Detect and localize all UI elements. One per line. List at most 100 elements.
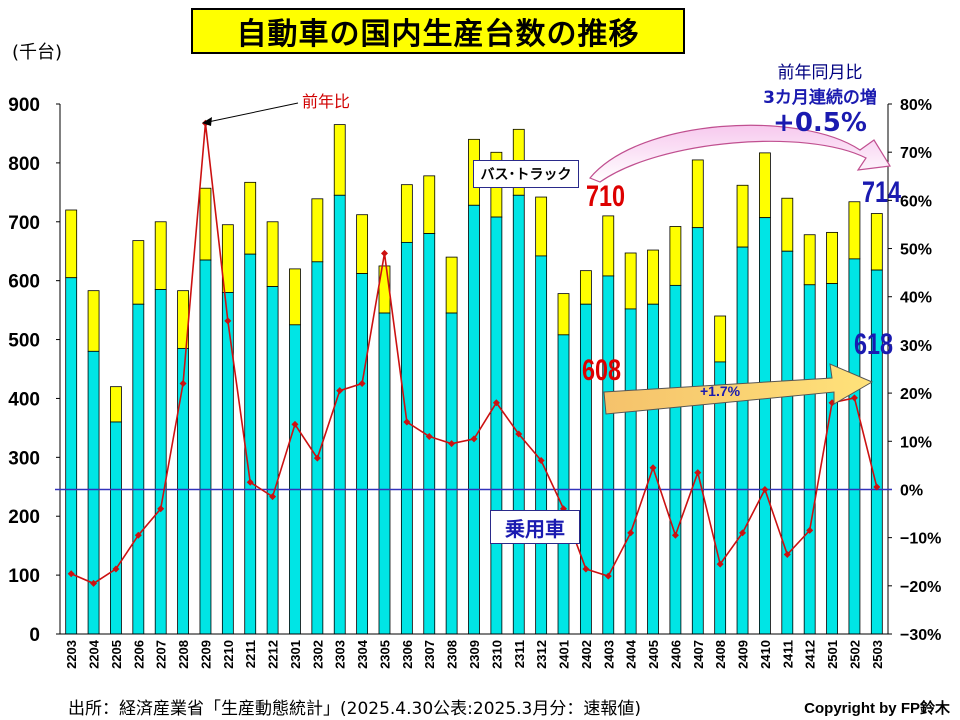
x-tick-label: 2402 bbox=[579, 640, 594, 669]
bus-truck-bar bbox=[154, 221, 167, 290]
right-tick-label: 70% bbox=[900, 145, 932, 162]
bus-truck-bar bbox=[311, 198, 324, 263]
yoy-point bbox=[67, 570, 75, 578]
x-tick-label: 2210 bbox=[221, 640, 236, 669]
passenger-bar bbox=[65, 277, 78, 635]
yoy-point bbox=[470, 435, 478, 443]
bus-truck-bar bbox=[333, 124, 346, 196]
yoy-point bbox=[515, 430, 523, 438]
yoy-point bbox=[90, 579, 98, 587]
x-tick-label: 2302 bbox=[310, 640, 325, 669]
bus-truck-bar bbox=[647, 249, 659, 305]
bus-truck-bar bbox=[759, 152, 771, 219]
left-tick-label: 900 bbox=[8, 95, 40, 116]
bus-truck-bar bbox=[356, 214, 369, 274]
bus-truck-bar bbox=[848, 201, 861, 260]
yoy-point bbox=[448, 440, 456, 448]
yoy-point bbox=[671, 531, 679, 539]
passenger-bar bbox=[445, 312, 458, 635]
passenger-bar bbox=[535, 255, 548, 635]
x-tick-label: 2308 bbox=[445, 640, 460, 669]
passenger-label: 乗用車 bbox=[490, 510, 580, 544]
axes-layer: 2203 2204 2205 2206 2207 2208 2209 2210 2211 2212… bbox=[8, 95, 941, 669]
x-tick-label: 2307 bbox=[422, 640, 437, 669]
passenger-bar bbox=[848, 258, 861, 635]
x-tick-label: 2311 bbox=[512, 640, 527, 668]
yoy-point bbox=[694, 469, 702, 477]
passenger-growth-label: +1.7% bbox=[700, 383, 741, 399]
yoy-point bbox=[425, 432, 433, 440]
left-tick-label: 600 bbox=[8, 272, 40, 293]
curved-arrow bbox=[589, 124, 891, 183]
x-tick-label: 2410 bbox=[758, 640, 773, 669]
x-tick-label: 2310 bbox=[489, 640, 504, 669]
same-month-value: +0.5% bbox=[773, 108, 867, 138]
bus-truck-bar bbox=[826, 231, 838, 285]
passenger-bar bbox=[289, 324, 301, 635]
source-note: 出所：経済産業省「生産動態統計」(2025.4.30公表:2025.3月分：速報… bbox=[68, 699, 641, 719]
bus-truck-bar bbox=[691, 159, 704, 229]
yoy-point bbox=[134, 531, 142, 539]
x-tick-label: 2212 bbox=[266, 640, 281, 669]
bus-truck-bar bbox=[781, 197, 794, 252]
bus-truck-bar bbox=[110, 386, 122, 423]
passenger-bar bbox=[400, 241, 413, 635]
bus-truck-bar bbox=[602, 215, 615, 277]
bus-truck-bar bbox=[199, 187, 212, 261]
bars-layer bbox=[65, 124, 883, 635]
x-tick-label: 2503 bbox=[870, 640, 885, 669]
passenger-bar bbox=[803, 284, 816, 635]
prev-passenger-value: 608 bbox=[582, 354, 622, 387]
passenger-bar bbox=[266, 286, 279, 635]
yoy-point bbox=[358, 379, 366, 387]
x-tick-label: 2306 bbox=[400, 640, 415, 669]
annotation-arrows bbox=[202, 102, 891, 415]
passenger-bar bbox=[154, 289, 167, 635]
x-tick-label: 2401 bbox=[557, 640, 572, 669]
x-tick-label: 2502 bbox=[847, 640, 862, 669]
same-month-annotation: 前年同月比 3カ月連続の増 +0.5% bbox=[720, 58, 920, 138]
x-tick-label: 2304 bbox=[355, 639, 370, 669]
same-month-line2: 3カ月連続の増 bbox=[763, 88, 877, 108]
yoy-point bbox=[336, 387, 344, 395]
x-tick-label: 2205 bbox=[109, 640, 124, 669]
right-tick-label: 30% bbox=[900, 338, 932, 355]
passenger-bar bbox=[244, 253, 257, 635]
left-tick-label: 100 bbox=[8, 566, 40, 587]
passenger-bar bbox=[669, 284, 682, 635]
right-tick-label: 10% bbox=[900, 434, 932, 451]
yoy-point bbox=[873, 483, 881, 491]
passenger-bar bbox=[759, 217, 771, 635]
passenger-bar bbox=[87, 350, 100, 635]
passenger-bar bbox=[624, 308, 637, 635]
bus-truck-bar bbox=[870, 213, 883, 271]
x-tick-label: 2405 bbox=[646, 640, 661, 669]
bus-truck-bar bbox=[579, 270, 592, 305]
passenger-bar bbox=[132, 303, 145, 635]
bus-truck-bar bbox=[87, 290, 100, 352]
yoy-point bbox=[627, 529, 635, 537]
x-tick-label: 2404 bbox=[624, 639, 639, 669]
bus-truck-bar bbox=[423, 175, 436, 234]
passenger-bar bbox=[512, 194, 525, 635]
yoy-point bbox=[582, 565, 590, 573]
x-tick-label: 2303 bbox=[333, 640, 348, 669]
prev-total-value: 710 bbox=[586, 180, 626, 213]
yoy-label: 前年比 bbox=[302, 92, 351, 111]
yoy-point bbox=[246, 478, 254, 486]
passenger-bar bbox=[490, 216, 503, 635]
yoy-point bbox=[850, 394, 858, 402]
bus-truck-bar bbox=[244, 181, 257, 255]
right-tick-label: 80% bbox=[900, 97, 932, 114]
bus-truck-bar bbox=[669, 226, 682, 286]
right-tick-label: 60% bbox=[900, 193, 932, 210]
yoy-point bbox=[783, 551, 791, 558]
bus-truck-bar bbox=[132, 240, 145, 305]
bus-truck-bar bbox=[535, 196, 548, 257]
yoy-point bbox=[806, 526, 814, 534]
cur-passenger-value: 618 bbox=[854, 328, 894, 361]
x-tick-label: 2408 bbox=[713, 640, 728, 669]
x-tick-label: 2305 bbox=[377, 640, 392, 669]
yoy-pointer-head bbox=[202, 117, 212, 126]
passenger-bar bbox=[557, 334, 570, 635]
